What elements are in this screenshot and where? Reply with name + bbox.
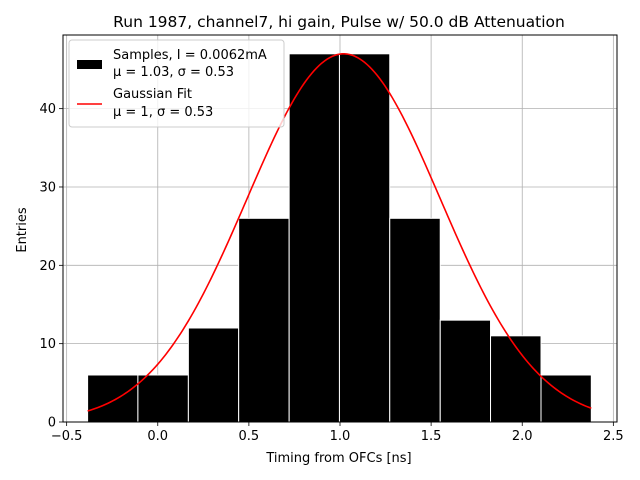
histogram-bar [338,53,391,423]
x-tick-label: 2.5 [603,429,624,444]
histogram-bar [490,335,542,423]
x-tick-label: 0.0 [147,429,168,444]
y-tick-label: 20 [39,259,56,274]
x-tick-label: 1.0 [330,429,351,444]
gaussian-fit-curve [87,53,592,412]
y-tick-label: 0 [48,416,56,431]
histogram-bar [288,53,340,423]
x-tick-label: 0.5 [239,429,260,444]
y-tick-label: 40 [39,102,56,117]
histogram-bar [540,374,592,423]
histogram-bars [87,53,592,423]
fit-curve-line [87,53,592,412]
x-tick-label: −0.5 [51,429,83,444]
histogram-bar [439,319,492,423]
histogram-bar [137,374,189,423]
histogram-bar [238,217,290,423]
x-axis-label: Timing from OFCs [ns] [265,451,411,466]
histogram-bar [87,374,139,423]
legend-samples-swatch [77,60,102,69]
histogram-bar [389,217,441,423]
legend-box [68,39,285,128]
y-tick-label: 10 [39,337,56,352]
legend-fit-label: Gaussian Fit [113,87,192,102]
x-tick-label: 1.5 [421,429,442,444]
chart-title: Run 1987, channel7, hi gain, Pulse w/ 50… [113,13,565,31]
legend-samples-stats: μ = 1.03, σ = 0.53 [113,65,234,80]
legend-fit-stats: μ = 1, σ = 0.53 [113,105,213,120]
y-axis-label: Entries [15,207,30,253]
x-tick-label: 2.0 [512,429,533,444]
legend-samples-label: Samples, I = 0.0062mA [113,48,267,63]
legend: Samples, I = 0.0062mA μ = 1.03, σ = 0.53… [68,39,285,128]
y-axis-ticks: 0 10 20 30 40 [39,102,63,431]
x-axis-ticks: −0.5 0.0 0.5 1.0 1.5 2.0 2.5 [51,422,624,444]
histogram-bar [187,327,240,423]
y-tick-label: 30 [39,180,56,195]
